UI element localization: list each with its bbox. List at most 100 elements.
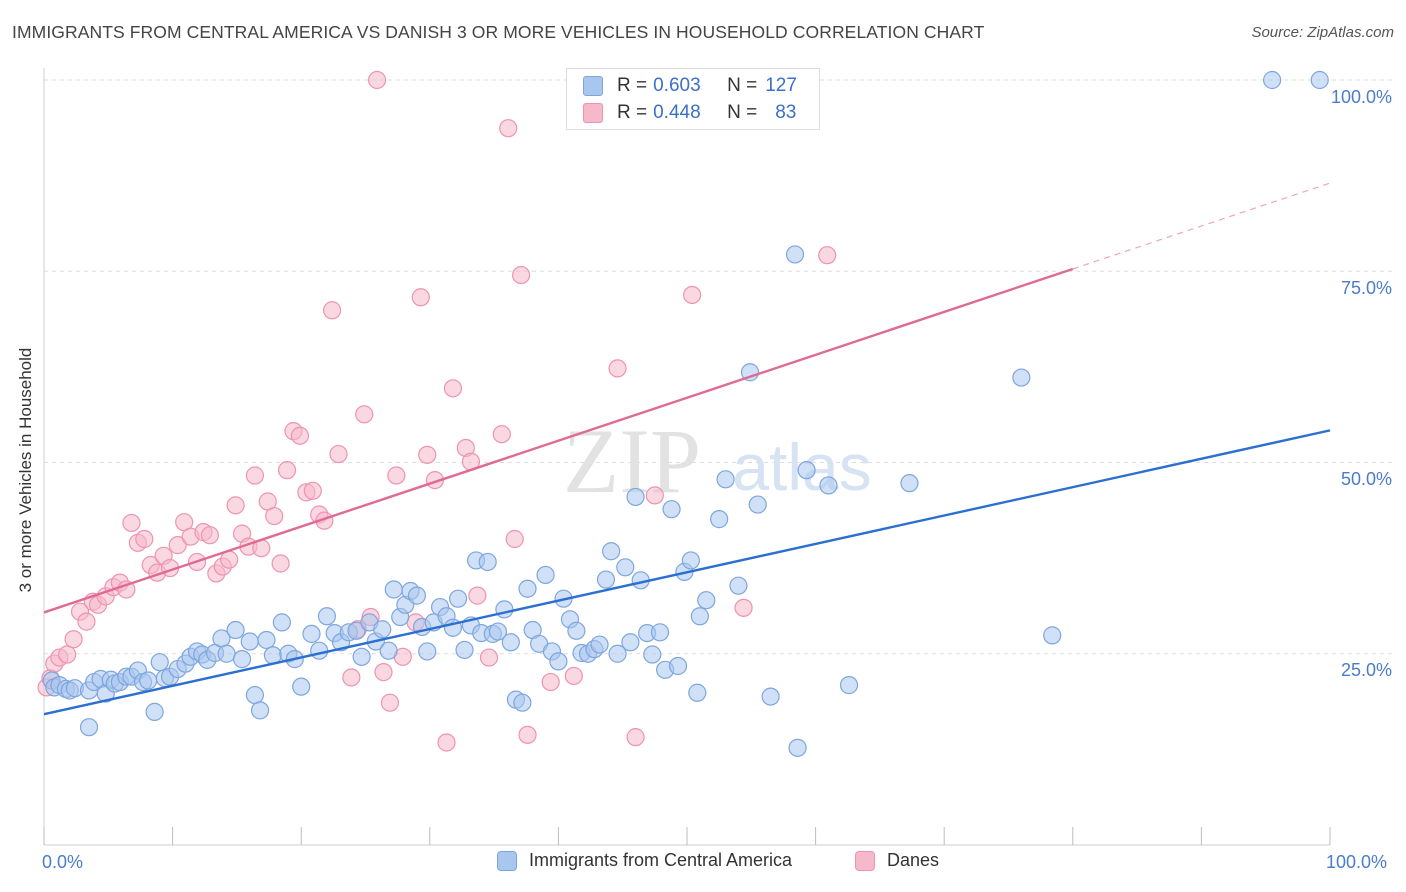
data-point-blue [785,245,805,264]
stats-legend: R = 0.603 N = 127 R = 0.448 N = 83 [566,68,820,130]
data-point-pink [329,444,348,464]
data-point-blue [232,650,252,669]
data-point-blue [668,656,688,676]
stats-r-label: R = [617,75,648,96]
data-point-blue [379,641,398,660]
stats-n-label: N = [727,75,758,96]
y-tick-label-50: 50.0% [1340,469,1392,489]
stats-n-label: N = [727,102,758,123]
y-tick-label-100: 100.0% [1330,87,1392,107]
data-point-blue [900,474,919,493]
data-point-blue [384,580,403,599]
data-point-blue [240,632,259,651]
data-point-blue [455,640,474,660]
stats-row-pink: R = 0.448 N = 83 [583,102,796,124]
data-point-blue [518,579,537,598]
data-point-pink [380,693,400,712]
data-point-pink [512,265,531,285]
y-tick-label-75: 75.0% [1340,278,1392,298]
data-point-pink [355,405,374,424]
trend-lines [43,182,1331,716]
data-point-blue [788,738,807,757]
chart-title: IMMIGRANTS FROM CENTRAL AMERICA VS DANIS… [12,22,985,42]
data-point-blue [681,551,700,570]
data-point-blue [272,613,292,632]
data-point-pink [505,529,524,549]
data-point-pink [818,246,837,265]
legend-swatch-pink [855,850,875,871]
data-point-blue [602,542,621,561]
bottom-legend: Immigrants from Central America Danes [0,850,1406,880]
data-point-blue [418,642,437,661]
data-point-pink [411,288,430,307]
data-point-blue [217,644,236,663]
data-point-blue [1310,70,1329,90]
legend-item-central-america[interactable]: Immigrants from Central America [497,850,792,871]
data-point-blue [643,645,662,664]
trend-line-blue [43,429,1331,716]
data-point-blue [1263,70,1282,90]
data-point-pink [734,598,753,617]
data-point-blue [710,510,729,529]
data-point-blue [310,641,329,660]
data-point-blue [729,576,748,595]
data-point-pink [443,379,463,398]
data-point-blue [596,570,616,589]
stats-r-label: R = [617,102,648,123]
data-point-blue [1012,368,1031,387]
data-point-blue [478,552,497,572]
data-point-pink [265,506,284,526]
data-point-blue [662,500,681,519]
data-point-blue [690,607,709,626]
data-point-blue [250,701,270,720]
data-point-pink [437,733,456,752]
y-axis-label-wrap: 3 or more Vehicles in Household [6,280,46,660]
data-point-blue [697,591,716,610]
data-point-pink [58,645,77,664]
data-point-pink [271,554,290,573]
data-point-pink [645,486,664,505]
data-point-blue [302,624,321,643]
data-point-blue [567,621,586,640]
data-point-blue [292,677,311,696]
data-point-blue [608,644,627,663]
data-point-pink [168,536,187,555]
data-point-pink [683,285,702,305]
data-point-blue [536,565,555,585]
data-point-blue [616,558,635,577]
trend-extension-pink [1072,182,1331,270]
legend-item-danes[interactable]: Danes [855,850,939,871]
data-point-pink [608,359,627,378]
x-tick-label-min: 0.0% [42,852,84,872]
y-tick-label-25: 25.0% [1340,660,1392,680]
data-point-blue [650,623,670,642]
data-point-blue [317,607,337,626]
data-point-pink [418,445,437,464]
data-point-pink [290,426,310,445]
data-point-blue [797,461,816,480]
watermark: ZIP atlas [563,410,872,512]
data-point-blue [501,633,520,652]
data-point-pink [626,728,645,747]
trend-line-pink [43,267,1074,614]
data-point-blue [1043,626,1062,645]
data-point-pink [322,301,342,320]
source-credit: Source: ZipAtlas.com [1251,24,1394,41]
data-point-blue [245,685,265,705]
data-point-pink [342,668,361,687]
data-point-blue [748,495,767,514]
data-point-blue [716,470,735,489]
data-point-pink [387,466,406,485]
data-point-blue [513,693,532,712]
series-central-america-points [42,70,1329,757]
stats-swatch-pink [583,103,603,123]
data-point-pink [492,425,511,444]
data-point-pink [226,496,245,515]
data-point-blue [226,620,245,640]
data-point-blue [590,635,609,654]
data-point-blue [688,683,707,702]
data-point-blue [488,622,508,641]
data-point-pink [122,513,141,533]
x-tick-label-max: 100.0% [1326,852,1388,872]
